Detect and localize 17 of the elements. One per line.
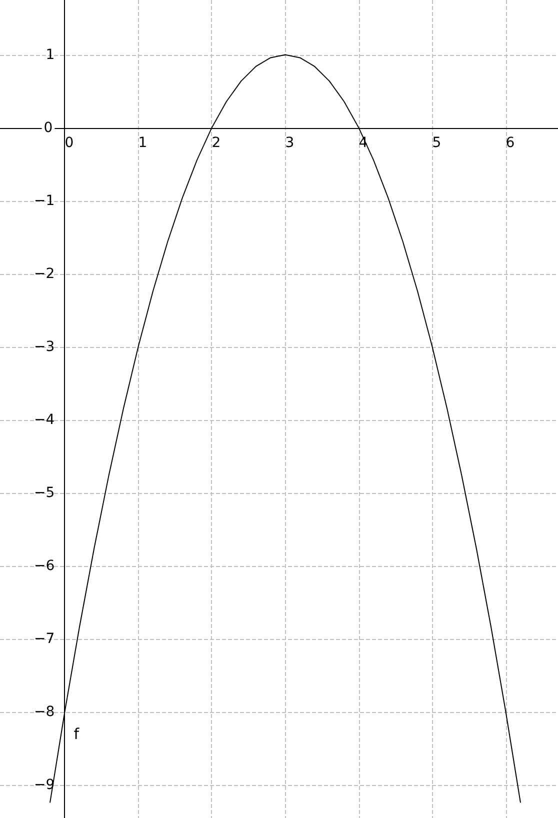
y-tick-label: −1: [34, 192, 55, 209]
x-tick-label: 6: [506, 134, 515, 151]
x-tick-label: 1: [138, 134, 148, 151]
x-tick-label: 5: [432, 134, 442, 151]
x-tick-label: 2: [212, 134, 221, 151]
y-tick-label: −6: [34, 558, 55, 574]
y-tick-label: −2: [34, 266, 55, 282]
y-tick-label: −4: [34, 412, 55, 428]
x-tick-label: 3: [285, 134, 294, 151]
y-tick-label: 0: [44, 120, 53, 136]
x-tick-label: 0: [64, 134, 74, 151]
y-tick-label: −7: [34, 631, 55, 648]
y-tick-label: −3: [34, 338, 55, 355]
y-tick-label: −5: [34, 484, 55, 501]
y-tick-label: −8: [34, 704, 55, 720]
series-label: f: [74, 725, 80, 744]
y-tick-label: 1: [46, 46, 55, 63]
